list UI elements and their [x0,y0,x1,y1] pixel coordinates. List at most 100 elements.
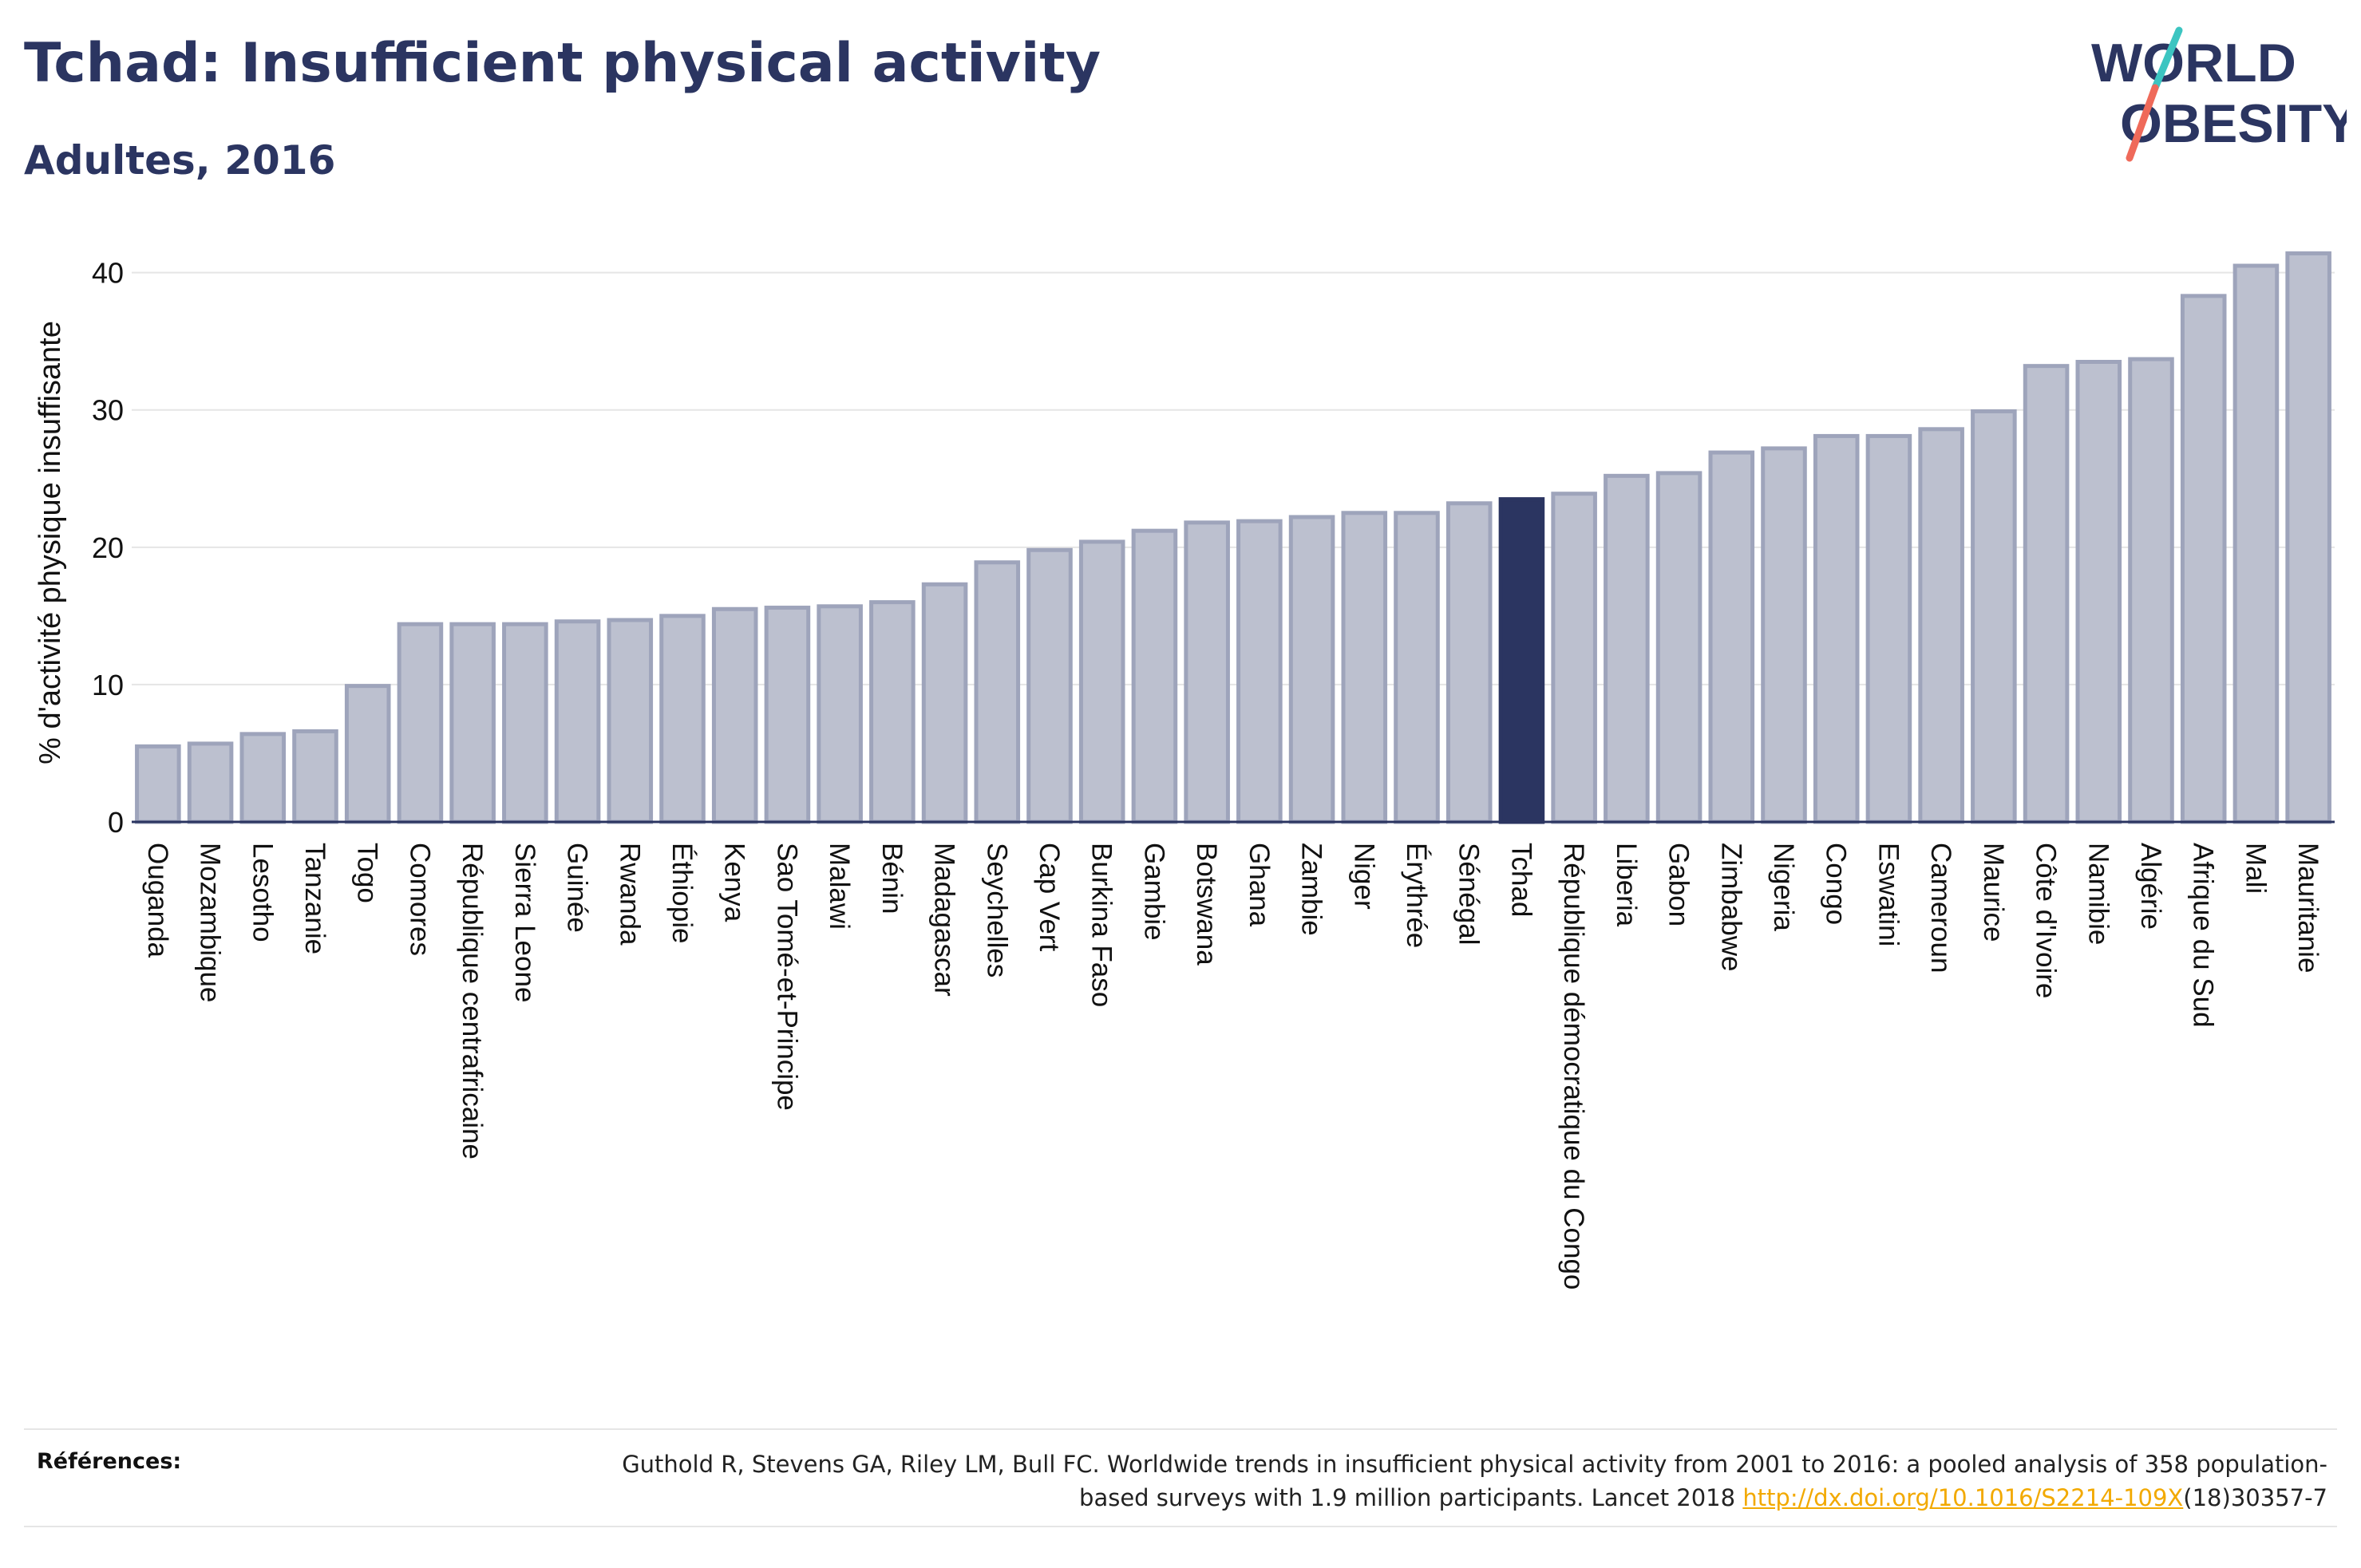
bar [344,684,391,824]
y-tick-label: 40 [92,257,124,290]
bar [1394,511,1440,824]
x-tick-label: Sénégal [1453,843,1485,945]
x-tick-label: Maurice [1978,843,2009,942]
reference-link[interactable]: http://dx.doi.org/10.1016/S2214-109X [1742,1484,2184,1511]
bar [607,618,654,824]
bar-chart: 0 10 20 30 40 Ouganda Mozambique Lesotho Tanzan… [34,251,2335,1290]
x-tick-label: Bénin [876,843,908,914]
x-tick-label: République démocratique du Congo [1558,843,1589,1290]
x-tick-label: Ouganda [142,843,173,958]
x-tick-label: Malawi [824,843,855,930]
bar [2232,263,2280,824]
bar [1655,471,1703,824]
bar [2128,357,2174,824]
bar [1026,547,1073,824]
bar [1971,409,2017,824]
logo-slash-coral [2126,84,2159,162]
x-tick-label: Zambie [1296,843,1327,936]
bar [659,614,706,824]
logo-slash-teal [2151,26,2183,92]
bar [1236,519,1283,824]
chart-subtitle: Adultes, 2016 [24,137,336,184]
x-tick-label: Ghana [1244,843,1275,927]
x-tick-label: Tchad [1505,843,1536,917]
bar [1708,450,1755,824]
x-tick-label: Comores [404,843,435,956]
x-tick-label: Rwanda [614,843,645,946]
bar-highlighted [1498,497,1545,824]
bar [239,732,287,824]
bar [502,622,548,824]
gridlines [132,271,2335,685]
bar [1551,492,1597,824]
y-axis-label: % d'activité physique insuffisante [34,321,67,764]
x-tick-label: Tanzanie [299,843,330,954]
bar [554,619,601,824]
y-tick-label: 20 [92,531,124,564]
chart-title: Tchad: Insufficient physical activity [24,32,1101,95]
x-tick-labels: Ouganda Mozambique Lesotho Tanzanie Togo Como… [142,843,2323,1290]
references-label: Références: [37,1449,182,1474]
bar [1813,433,1860,824]
x-tick-label: Kenya [719,843,750,922]
x-tick-label: Burkina Faso [1086,843,1117,1007]
bar [1288,515,1335,824]
x-tick-label: Eswatini [1873,843,1904,946]
x-tick-label: Mali [2240,843,2271,894]
y-tick-labels: 0 10 20 30 40 [92,257,124,839]
reference-text: Guthold R, Stevens GA, Riley LM, Bull FC… [622,1451,2327,1511]
bar [1131,528,1178,824]
bar [187,741,234,824]
x-tick-label: Nigeria [1768,843,1799,931]
bar [1918,427,1964,824]
bar [1078,539,1125,824]
x-tick-label: Mauritanie [2292,843,2323,973]
bar [292,729,338,824]
x-tick-label: Gambie [1138,843,1169,941]
bar [2075,359,2122,824]
logo-line-1: WORLD [2091,33,2296,93]
bar [764,606,811,824]
bar [711,606,758,824]
y-tick-label: 0 [108,806,124,839]
x-tick-label: Namibie [2082,843,2114,945]
x-tick-label: Algérie [2135,843,2166,930]
x-tick-label: Botswana [1191,843,1222,966]
x-tick-label: Zimbabwe [1715,843,1746,971]
world-obesity-logo: WORLD OBESITY [2091,26,2347,162]
bar [2285,251,2331,824]
x-tick-label: Seychelles [981,843,1012,978]
bar [135,744,181,824]
bar [1445,501,1493,824]
x-tick-label: Cap Vert [1034,843,1065,951]
y-tick-label: 10 [92,669,124,701]
x-tick-label: Sao Tomé-et-Principe [771,843,802,1111]
x-tick-label: Madagascar [929,843,960,997]
bar [974,560,1021,824]
x-tick-label: Mozambique [195,843,226,1002]
x-tick-label: Liberia [1611,843,1642,927]
bar [1761,446,1807,824]
references-footer: Références: Guthold R, Stevens GA, Riley… [24,1428,2337,1527]
bar [449,622,496,824]
x-tick-label: Gabon [1663,843,1695,926]
x-tick-label: Côte d'Ivoire [2031,843,2062,998]
bar [1604,473,1650,824]
x-tick-label: Afrique du Sud [2188,843,2219,1028]
x-tick-label: Cameroun [1925,843,1956,973]
bar [397,622,444,824]
x-tick-label: République centrafricaine [457,843,488,1159]
x-tick-label: Guinée [562,843,593,933]
x-tick-label: Togo [352,843,383,903]
reference-suffix: (18)30357-7 [2183,1484,2327,1511]
x-tick-label: Lesotho [247,843,278,942]
bar [817,604,863,824]
x-tick-label: Congo [1821,843,1852,925]
x-tick-label: Éthiopie [666,843,698,943]
reference-citation: Guthold R, Stevens GA, Riley LM, Bull FC… [571,1448,2327,1515]
bar [1184,520,1230,824]
bars [135,251,2331,824]
x-tick-label: Niger [1348,843,1379,910]
x-tick-label: Érythrée [1401,843,1432,948]
x-tick-label: Sierra Leone [509,843,540,1002]
